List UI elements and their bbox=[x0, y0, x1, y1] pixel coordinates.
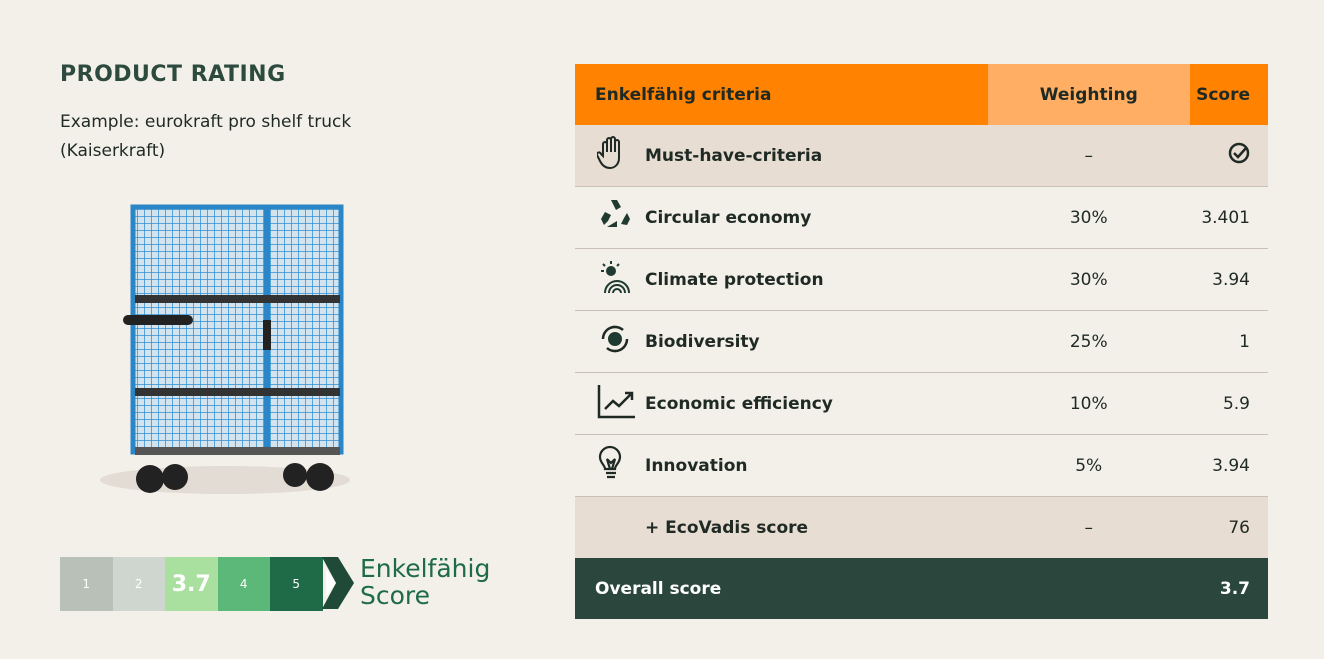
scale-step: 5 bbox=[270, 557, 323, 611]
weighting: – bbox=[987, 496, 1190, 558]
score: 1 bbox=[1189, 310, 1268, 373]
weighting: 30% bbox=[987, 186, 1190, 249]
icon bbox=[595, 136, 620, 170]
criterion: Must-have-criteria bbox=[645, 125, 988, 187]
icon bbox=[601, 200, 630, 227]
score-scale: 1 2 3.7 4 5 bbox=[60, 557, 323, 611]
row: Economic efficiency 10% 5.9 bbox=[575, 372, 1268, 435]
weighting: 5% bbox=[987, 434, 1190, 497]
row: + EcoVadis score –76 bbox=[575, 496, 1268, 558]
total-row: Overall score 3.7 bbox=[575, 558, 1268, 619]
column-header: Enkelfähig criteria bbox=[575, 64, 988, 125]
total-label: Overall score bbox=[575, 558, 1190, 619]
criterion: Economic efficiency bbox=[645, 372, 988, 435]
scale-step: 4 bbox=[217, 557, 270, 611]
product-image bbox=[100, 204, 350, 494]
row: Circular economy 30% 3.401 bbox=[575, 186, 1268, 249]
weighting: 25% bbox=[987, 310, 1190, 373]
row: Innovation 5% 3.94 bbox=[575, 434, 1268, 497]
logo-mark bbox=[322, 557, 354, 609]
score: 3.94 bbox=[1189, 248, 1268, 311]
logo-line: Score bbox=[360, 581, 431, 610]
icon bbox=[601, 325, 629, 353]
criterion: Climate protection bbox=[645, 248, 988, 311]
scale-current: 3.7 bbox=[165, 557, 218, 611]
icon bbox=[601, 261, 630, 294]
criteria-table: Enkelfähig criteria Weighting Score Must-h… bbox=[575, 64, 1268, 619]
check-icon bbox=[1228, 142, 1250, 164]
row: Must-have-criteria – bbox=[575, 125, 1268, 187]
column-header: Score bbox=[1189, 64, 1268, 125]
criterion: Circular economy bbox=[645, 186, 988, 249]
logo-text: Enkelfähig Score bbox=[360, 555, 490, 609]
score: 76 bbox=[1189, 496, 1268, 558]
weighting: – bbox=[987, 125, 1190, 187]
row: Biodiversity 25% 1 bbox=[575, 310, 1268, 373]
weighting: 30% bbox=[987, 248, 1190, 311]
total-score: 3.7 bbox=[1189, 558, 1268, 619]
title: PRODUCT RATING bbox=[60, 62, 286, 87]
criterion: Innovation bbox=[645, 434, 988, 497]
criterion: Biodiversity bbox=[645, 310, 988, 373]
score: 3.94 bbox=[1189, 434, 1268, 497]
score: 3.401 bbox=[1189, 186, 1268, 249]
icon bbox=[597, 385, 635, 419]
subtitle: Example: eurokraft pro shelf truck bbox=[60, 112, 352, 132]
score: 5.9 bbox=[1189, 372, 1268, 435]
weighting: 10% bbox=[987, 372, 1190, 435]
criterion: + EcoVadis score bbox=[645, 496, 988, 558]
icon bbox=[598, 445, 622, 479]
row: Climate protection 30% 3.94 bbox=[575, 248, 1268, 311]
subtitle: (Kaiserkraft) bbox=[60, 141, 166, 161]
logo-line: Enkelfähig bbox=[360, 554, 491, 583]
scale-step: 2 bbox=[112, 557, 165, 611]
column-header: Weighting bbox=[987, 64, 1190, 125]
header-row: Enkelfähig criteria Weighting Score bbox=[575, 64, 1268, 125]
scale-step: 1 bbox=[60, 557, 113, 611]
